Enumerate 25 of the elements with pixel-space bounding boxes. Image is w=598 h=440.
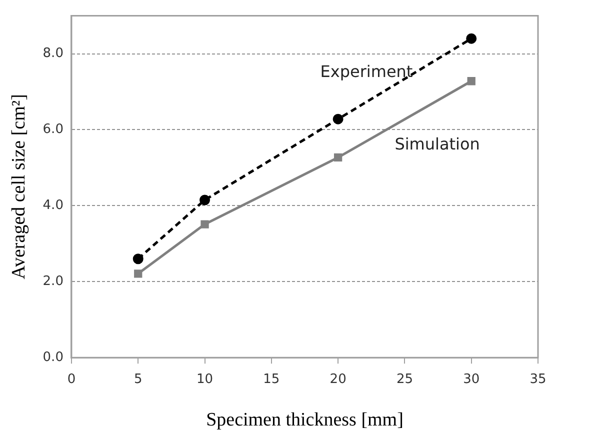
x-tick-label: 35 (530, 372, 546, 387)
y-tick-label: 6.0 (42, 122, 64, 138)
x-tick-label: 20 (330, 372, 346, 387)
y-tick-label: 2.0 (42, 274, 64, 290)
y-tick-label: 8.0 (42, 46, 64, 62)
point (467, 77, 476, 86)
y-tick-label: 4.0 (42, 198, 64, 214)
point (200, 194, 210, 206)
y-axis-title: Averaged cell size [cm²] (8, 94, 30, 280)
x-tick-label: 10 (196, 372, 214, 387)
point (132, 254, 144, 264)
x-tick-label: 25 (396, 372, 413, 387)
point (334, 153, 342, 162)
series-label: Simulation (394, 134, 480, 154)
y-tick-label: 0.0 (42, 350, 64, 365)
series-label: Experiment (320, 62, 413, 81)
point (200, 220, 209, 228)
point (332, 114, 344, 124)
x-tick-label: 5 (134, 372, 142, 387)
point (134, 270, 142, 278)
x-axis-title: Specimen thickness [mm] (206, 410, 404, 431)
x-tick-label: 0 (67, 372, 76, 387)
x-tick-label: 30 (463, 372, 480, 387)
x-tick-label: 15 (263, 372, 280, 387)
point (466, 33, 477, 44)
